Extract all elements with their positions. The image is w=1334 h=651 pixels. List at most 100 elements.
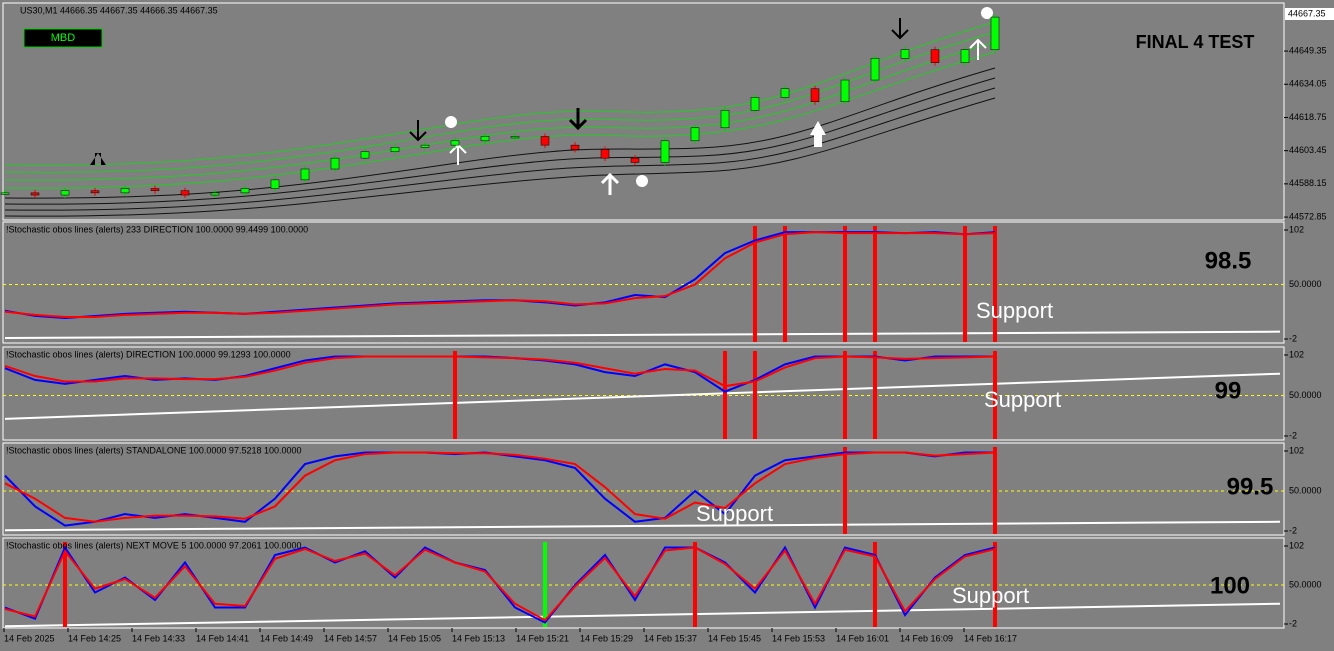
time-label: 14 Feb 15:21 [516, 633, 569, 643]
symbol-info: US30,M1 44666.35 44667.35 44666.35 44667… [20, 5, 218, 15]
time-label: 14 Feb 2025 [4, 633, 55, 643]
price-tick-label: 44572.85 [1289, 211, 1327, 221]
time-label: 14 Feb 16:01 [836, 633, 889, 643]
candle [900, 49, 910, 59]
candle [780, 88, 790, 98]
alert-bar [993, 351, 997, 439]
candle [450, 140, 460, 146]
time-label: 14 Feb 16:09 [900, 633, 953, 643]
alert-bar [453, 351, 457, 439]
time-label: 14 Feb 14:33 [132, 633, 185, 643]
candle [150, 188, 160, 191]
candle [660, 140, 670, 163]
candle [90, 190, 100, 194]
alert-bar [993, 447, 997, 534]
axis-tick-label: 50.0000 [1289, 390, 1322, 400]
time-label: 14 Feb 15:53 [772, 633, 825, 643]
alert-bar [753, 351, 757, 439]
axis-tick-label: 102 [1289, 445, 1304, 455]
candle [750, 97, 760, 111]
price-tick-label: 44603.45 [1289, 145, 1327, 155]
candle [240, 188, 250, 194]
candle [390, 147, 400, 152]
candle [570, 144, 580, 150]
chart-label: FINAL 4 TEST [1136, 32, 1255, 52]
candle [30, 192, 40, 196]
time-label: 14 Feb 15:05 [388, 633, 441, 643]
alert-bar [843, 351, 847, 439]
stoch-red [4, 451, 996, 523]
level-value: 99 [1215, 377, 1242, 404]
time-label: 14 Feb 14:57 [324, 633, 377, 643]
alert-bar [843, 447, 847, 534]
support-line [4, 602, 1281, 628]
time-label: 14 Feb 15:13 [452, 633, 505, 643]
alert-bar [993, 226, 997, 342]
candle [60, 190, 70, 196]
level-value: 99.5 [1227, 473, 1274, 500]
panel-header: !Stochastic obos lines (alerts) DIRECTIO… [6, 349, 291, 359]
last-price-box [1285, 8, 1334, 20]
time-label: 14 Feb 15:45 [708, 633, 761, 643]
alert-bar [753, 226, 757, 342]
axis-tick-label: 102 [1289, 224, 1304, 234]
axis-tick-label: 102 [1289, 540, 1304, 550]
candle [510, 136, 520, 139]
time-label: 14 Feb 15:37 [644, 633, 697, 643]
candle [270, 179, 280, 189]
alert-bar [543, 542, 547, 627]
panel-header: !Stochastic obos lines (alerts) NEXT MOV… [6, 540, 302, 550]
mbd-button-label[interactable]: MBD [51, 32, 76, 44]
alert-bar [873, 226, 877, 342]
axis-tick-label: 50.0000 [1289, 485, 1322, 495]
candle [870, 58, 880, 81]
mbd-button[interactable] [23, 28, 103, 48]
candle [630, 157, 640, 163]
panel-frames [2, 2, 1285, 629]
candle [810, 88, 820, 102]
time-label: 14 Feb 15:29 [580, 633, 633, 643]
support-line [4, 372, 1281, 420]
candle [180, 190, 190, 196]
level-value: 98.5 [1205, 247, 1252, 274]
price-tick-label: 44649.35 [1289, 45, 1327, 55]
axis-tick-label: 50.0000 [1289, 579, 1322, 589]
candle [420, 144, 430, 148]
price-tick-label: 44634.05 [1289, 79, 1327, 89]
candle [690, 127, 700, 142]
time-label: 14 Feb 14:49 [260, 633, 313, 643]
candle [360, 151, 370, 159]
candle [0, 192, 10, 195]
time-label: 14 Feb 14:25 [68, 633, 121, 643]
axis-tick-label: -2 [1289, 618, 1297, 628]
candle [540, 136, 550, 146]
stoch-red [4, 546, 996, 622]
candle [990, 16, 1000, 50]
candle [720, 110, 730, 129]
price-tick-label: 44618.75 [1289, 112, 1327, 122]
alert-bar [63, 542, 67, 627]
time-label: 14 Feb 14:41 [196, 633, 249, 643]
candle [600, 149, 610, 159]
axis-tick-label: -2 [1289, 430, 1297, 440]
alert-bar [783, 226, 787, 342]
last-price: 44667.35 [1288, 8, 1326, 18]
stoch-red [4, 231, 996, 318]
candle [480, 136, 490, 142]
panel-header: !Stochastic obos lines (alerts) STANDALO… [6, 445, 302, 455]
price-tick-label: 44588.15 [1289, 178, 1327, 188]
stoch-red [4, 355, 996, 388]
axis-tick-label: -2 [1289, 333, 1297, 343]
level-value: 100 [1210, 572, 1250, 599]
axis-tick-label: 102 [1289, 349, 1304, 359]
alert-bar [963, 226, 967, 342]
support-label: Support [952, 583, 1029, 608]
time-label: 14 Feb 16:17 [964, 633, 1017, 643]
candle [300, 168, 310, 181]
support-line [4, 520, 1281, 532]
candle [210, 192, 220, 196]
support-label: Support [696, 501, 773, 526]
